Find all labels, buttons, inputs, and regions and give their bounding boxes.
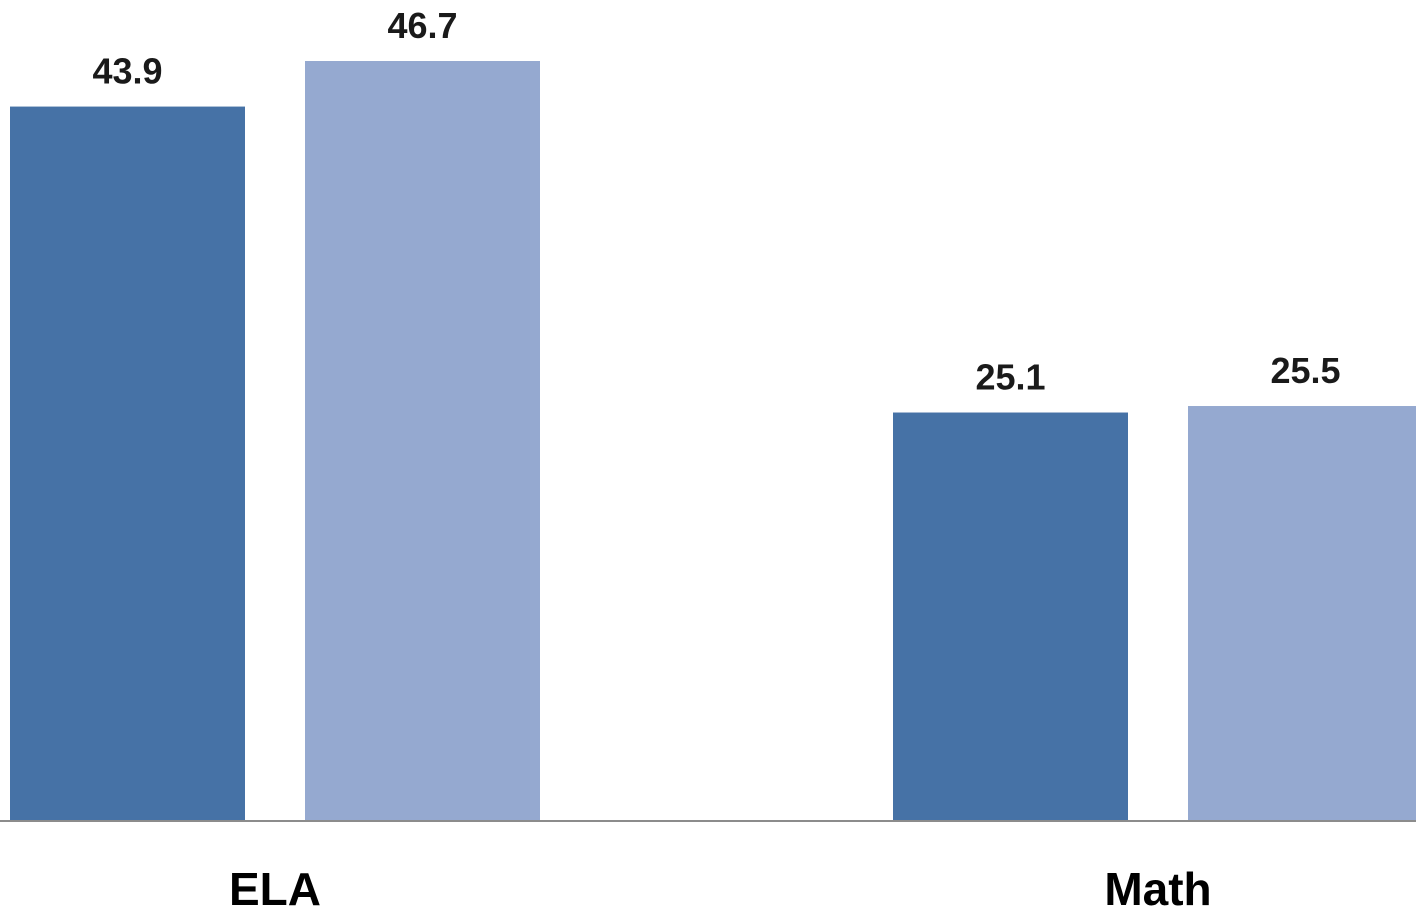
category-label-math: Math xyxy=(1104,863,1211,912)
bars-group xyxy=(10,61,1416,822)
value-label-ela-series-1: 43.9 xyxy=(92,51,162,92)
bar-ela-series-1 xyxy=(10,106,245,822)
category-label-ela: ELA xyxy=(229,863,321,912)
category-labels-group: ELA Math xyxy=(229,863,1212,912)
bar-ela-series-2 xyxy=(305,61,540,821)
bar-math-series-1 xyxy=(893,412,1128,821)
value-label-math-series-2: 25.5 xyxy=(1270,350,1340,391)
bar-math-series-2 xyxy=(1188,406,1416,821)
value-label-math-series-1: 25.1 xyxy=(975,357,1045,398)
value-label-ela-series-2: 46.7 xyxy=(387,5,457,46)
value-labels-group: 43.9 46.7 25.1 25.5 xyxy=(92,5,1340,398)
